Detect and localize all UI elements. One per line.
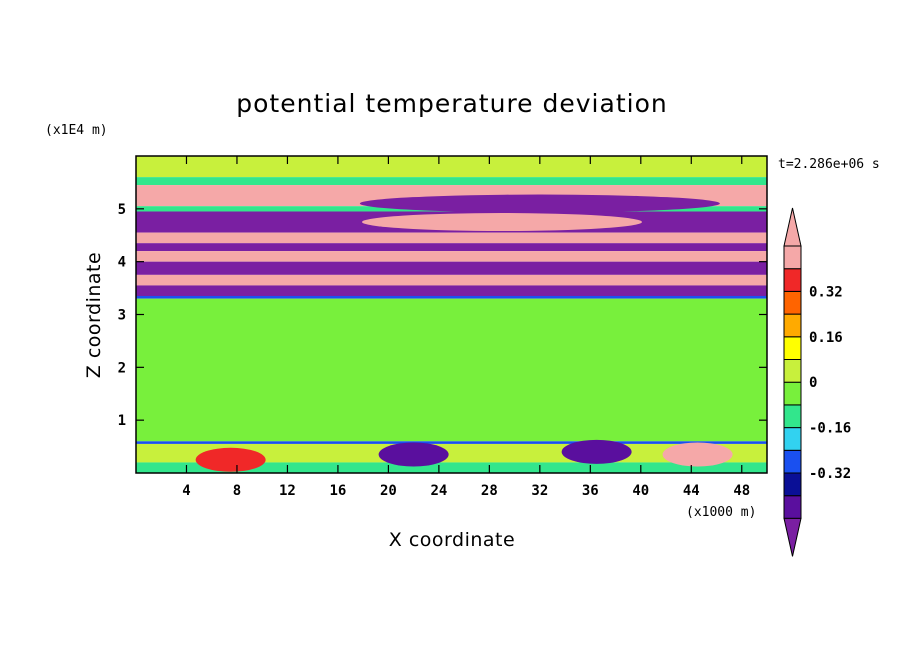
y-unit-label: (x1E4 m) <box>45 123 108 138</box>
contour-field <box>136 156 767 473</box>
y-tick-label: 1 <box>118 413 126 429</box>
y-axis-label: Z coordinate <box>83 252 105 378</box>
colorbar-label: -0.16 <box>809 421 851 437</box>
x-tick-label: 20 <box>380 483 397 499</box>
y-tick-label: 2 <box>118 360 126 376</box>
contour-feature <box>561 439 632 464</box>
colorbar-segment <box>783 381 802 406</box>
contour-band <box>136 156 767 178</box>
colorbar-segment <box>783 472 802 497</box>
colorbar-bottom-arrow <box>783 517 802 557</box>
x-tick-label: 12 <box>279 483 296 499</box>
colorbar-label: 0 <box>809 375 817 391</box>
contour-band <box>136 243 767 252</box>
colorbar-segment <box>783 404 802 429</box>
colorbar-label: -0.32 <box>809 466 851 482</box>
contour-band <box>136 232 767 244</box>
contour-feature <box>359 194 720 213</box>
contour-band <box>136 285 767 297</box>
y-tick-label: 4 <box>118 255 126 271</box>
colorbar-segment <box>783 290 802 315</box>
contour-feature <box>378 442 449 467</box>
colorbar-labels: 0.32 0.16 0 -0.16 -0.32 <box>809 284 851 482</box>
contour-feature <box>662 442 733 467</box>
contour-band <box>136 462 767 473</box>
colorbar <box>783 207 802 557</box>
colorbar-segment <box>783 313 802 338</box>
contour-band <box>136 296 767 299</box>
x-tick-label: 40 <box>632 483 649 499</box>
x-tick-label: 28 <box>481 483 498 499</box>
colorbar-segment <box>783 245 802 270</box>
y-tick-label: 3 <box>118 308 126 324</box>
colorbar-top-arrow <box>783 207 802 247</box>
colorbar-label: 0.32 <box>809 284 843 300</box>
x-tick-label: 44 <box>683 483 700 499</box>
contour-band <box>136 261 767 275</box>
x-tick-label: 4 <box>182 483 190 499</box>
colorbar-segment <box>783 336 802 360</box>
contour-band <box>136 177 767 186</box>
colorbar-segment <box>783 359 802 383</box>
colorbar-label: 0.16 <box>809 330 843 346</box>
x-tick-label: 36 <box>582 483 599 499</box>
contour-band <box>136 441 767 444</box>
x-unit-label: (x1000 m) <box>686 505 756 520</box>
colorbar-segment <box>783 449 802 474</box>
x-axis-label: X coordinate <box>389 529 515 551</box>
x-tick-label: 8 <box>233 483 241 499</box>
x-tick-label: 48 <box>733 483 750 499</box>
colorbar-segment <box>783 495 802 519</box>
time-label: t=2.286e+06 s <box>778 157 880 172</box>
contour-band <box>136 298 767 442</box>
y-tick-label: 5 <box>118 202 126 218</box>
contour-band <box>136 251 767 262</box>
x-tick-label: 32 <box>531 483 548 499</box>
contour-feature <box>195 447 266 472</box>
contour-feature <box>361 213 642 232</box>
contour-band <box>136 274 767 286</box>
chart-title: potential temperature deviation <box>236 89 667 118</box>
colorbar-segment <box>783 268 802 292</box>
y-ticks: 1 2 3 4 5 <box>118 202 767 429</box>
colorbar-segment <box>783 427 802 451</box>
x-tick-label: 16 <box>329 483 346 499</box>
x-ticks: 4 8 12 16 20 24 28 32 36 40 44 48 <box>182 156 750 499</box>
x-tick-label: 24 <box>430 483 447 499</box>
